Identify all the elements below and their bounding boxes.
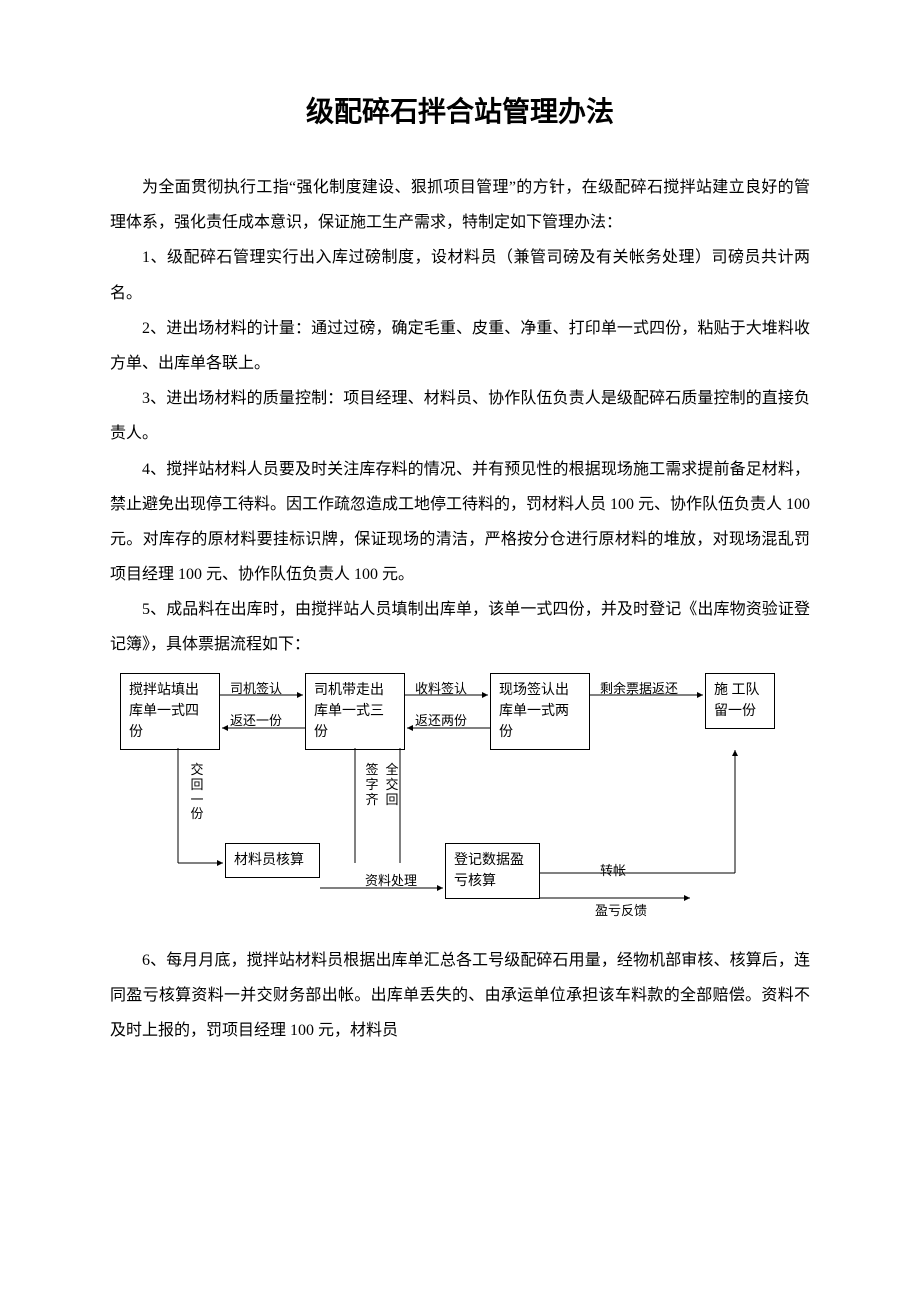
- paragraph-4: 4、搅拌站材料人员要及时关注库存料的情况、并有预见性的根据现场施工需求提前备足材…: [110, 452, 810, 593]
- paragraph-5: 5、成品料在出库时，由搅拌站人员填制出库单，该单一式四份，并及时登记《出库物资验…: [110, 592, 810, 662]
- label-64: 转帐: [600, 863, 626, 879]
- flow-node-5: 材料员核算: [225, 843, 320, 878]
- flowchart: 搅拌站填出库单一式四份 司机带走出库单一式三份 现场签认出库单一式两份 施 工队…: [110, 673, 810, 943]
- paragraph-6: 6、每月月底，搅拌站材料员根据出库单汇总各工号级配碎石用量，经物机部审核、核算后…: [110, 943, 810, 1049]
- document-page: 级配碎石拌合站管理办法 为全面贯彻执行工指“强化制度建设、狠抓项目管理”的方针，…: [0, 0, 920, 1108]
- flow-node-1: 搅拌站填出库单一式四份: [120, 673, 220, 750]
- label-12-forward: 司机签认: [230, 681, 282, 697]
- intro-paragraph: 为全面贯彻执行工指“强化制度建设、狠抓项目管理”的方针，在级配碎石搅拌站建立良好…: [110, 170, 810, 240]
- paragraph-2: 2、进出场材料的计量：通过过磅，确定毛重、皮重、净重、打印单一式四份，粘贴于大堆…: [110, 311, 810, 381]
- vlabel-26a: 签字齐: [365, 763, 379, 808]
- label-12-back: 返还一份: [230, 713, 282, 729]
- label-23-back: 返还两份: [415, 713, 467, 729]
- page-title: 级配碎石拌合站管理办法: [110, 90, 810, 130]
- label-23-forward: 收料签认: [415, 681, 467, 697]
- flow-node-4: 施 工队 留一份: [705, 673, 775, 729]
- paragraph-1: 1、级配碎石管理实行出入库过磅制度，设材料员（兼管司磅及有关帐务处理）司磅员共计…: [110, 240, 810, 310]
- vlabel-26b: 全交回: [385, 763, 399, 808]
- label-34: 剩余票据返还: [600, 681, 678, 697]
- vlabel-15: 交回一份: [190, 763, 204, 823]
- label-56: 资料处理: [365, 873, 417, 889]
- flow-node-6: 登记数据盈亏核算: [445, 843, 540, 899]
- flow-node-3: 现场签认出库单一式两份: [490, 673, 590, 750]
- flow-node-2: 司机带走出库单一式三份: [305, 673, 405, 750]
- label-64b: 盈亏反馈: [595, 903, 647, 919]
- paragraph-3: 3、进出场材料的质量控制：项目经理、材料员、协作队伍负责人是级配碎石质量控制的直…: [110, 381, 810, 451]
